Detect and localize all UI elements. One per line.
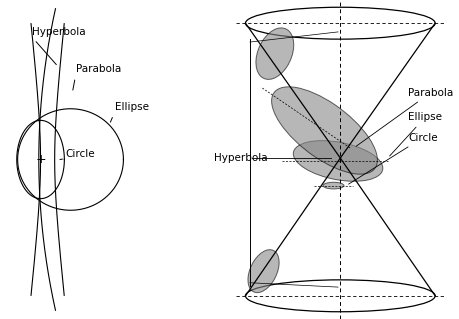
Ellipse shape xyxy=(255,28,293,79)
Text: Circle: Circle xyxy=(60,149,95,160)
Text: Ellipse: Ellipse xyxy=(389,112,441,156)
Text: Ellipse: Ellipse xyxy=(110,102,148,122)
Ellipse shape xyxy=(293,141,382,181)
Text: Hyperbola: Hyperbola xyxy=(32,27,85,65)
Text: Circle: Circle xyxy=(348,133,437,184)
Text: Hyperbola: Hyperbola xyxy=(213,153,267,163)
Ellipse shape xyxy=(322,182,343,189)
Text: Parabola: Parabola xyxy=(73,64,121,90)
Ellipse shape xyxy=(247,250,279,293)
Text: Parabola: Parabola xyxy=(355,88,452,146)
Ellipse shape xyxy=(271,87,376,174)
Text: +: + xyxy=(35,153,46,166)
